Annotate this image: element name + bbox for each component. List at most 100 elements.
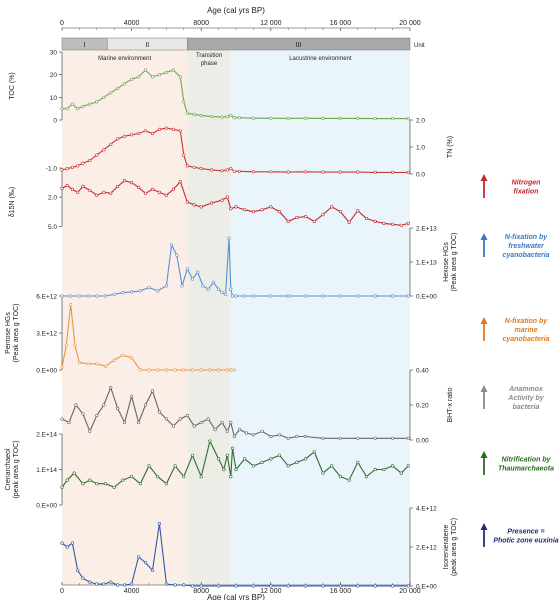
unit-label-2: II — [145, 42, 149, 49]
data-point-4-39 — [406, 294, 410, 298]
data-point-5-19 — [208, 368, 212, 372]
data-point-7-21 — [225, 453, 229, 457]
data-point-1-9 — [116, 86, 120, 90]
data-point-7-18 — [208, 439, 212, 443]
y-tick-label-1-3: 30 — [50, 50, 58, 57]
data-point-3-18 — [178, 180, 182, 184]
y-tick-label-5-1: 3.E+12 — [36, 331, 57, 338]
data-point-2-33 — [321, 170, 325, 174]
data-point-6-34 — [295, 434, 299, 439]
data-point-3-43 — [382, 221, 386, 225]
data-point-7-4 — [88, 478, 92, 482]
data-point-4-24 — [224, 292, 228, 296]
data-point-2-29 — [251, 170, 255, 174]
data-point-2-31 — [286, 170, 290, 174]
data-point-8-14 — [150, 568, 155, 573]
data-point-5-11 — [138, 368, 142, 372]
data-point-5-15 — [173, 368, 177, 372]
data-point-4-33 — [304, 294, 308, 298]
data-point-3-32 — [286, 219, 290, 223]
data-point-3-29 — [260, 208, 264, 212]
data-point-8-6 — [95, 582, 99, 586]
data-point-8-20 — [199, 584, 203, 588]
data-point-7-7 — [112, 485, 116, 489]
data-point-6-14 — [157, 410, 161, 414]
data-point-3-6 — [95, 193, 99, 197]
data-point-6-17 — [178, 417, 182, 421]
unit-label-1: I — [84, 42, 86, 49]
data-point-5-3 — [73, 343, 77, 347]
data-point-4-32 — [286, 294, 290, 298]
data-point-2-24 — [220, 169, 224, 173]
data-point-3-8 — [109, 191, 113, 195]
data-point-3-22 — [210, 201, 214, 205]
data-point-2-17 — [171, 127, 175, 131]
data-point-6-9 — [122, 420, 127, 425]
y-tick-label-7-0: 0.E+00 — [36, 503, 57, 510]
data-point-3-23 — [220, 198, 224, 202]
unit-bar-header: Unit — [414, 43, 425, 49]
x-tick-label-top-3: 12 000 — [260, 20, 282, 27]
data-point-3-33 — [295, 215, 299, 220]
data-point-6-12 — [143, 403, 148, 407]
data-point-1-15 — [157, 73, 161, 77]
data-point-5-10 — [130, 356, 134, 360]
y-axis-title-group-1: TOC (%) — [9, 72, 16, 99]
data-point-3-34 — [304, 215, 308, 219]
y-tick-label-8-1: 2.E+12 — [416, 545, 437, 552]
data-point-4-23 — [220, 291, 224, 295]
data-point-4-26 — [229, 287, 233, 291]
data-point-2-22 — [199, 167, 203, 171]
annotation-text-6: Presence = Photic zone euxinia — [493, 529, 558, 545]
data-point-4-15 — [180, 284, 184, 288]
data-point-1-8 — [109, 91, 113, 95]
data-point-4-2 — [77, 294, 81, 298]
data-point-3-26 — [234, 205, 238, 209]
data-point-6-20 — [199, 420, 203, 425]
data-point-5-13 — [156, 368, 160, 372]
data-point-4-11 — [156, 289, 160, 293]
y-tick-label-7-1: 1.E+14 — [36, 467, 57, 474]
data-point-8-18 — [182, 583, 186, 587]
data-point-3-4 — [81, 184, 85, 189]
data-point-1-17 — [171, 68, 175, 72]
data-point-7-16 — [190, 453, 195, 457]
y-tick-label-6-0: 0.00 — [416, 438, 429, 445]
data-point-8-31 — [391, 584, 395, 588]
data-point-3-21 — [199, 205, 203, 209]
data-point-1-19 — [182, 100, 186, 104]
data-point-6-18 — [185, 413, 189, 418]
data-point-1-33 — [321, 116, 325, 120]
data-point-7-22 — [229, 475, 233, 479]
x-tick-label-bottom-5: 20 000 — [399, 588, 421, 595]
data-point-1-37 — [391, 116, 395, 121]
data-point-7-17 — [199, 475, 203, 479]
data-point-5-22 — [229, 368, 233, 372]
y-tick-label-7-2: 2.E+14 — [36, 432, 57, 439]
data-point-7-13 — [164, 482, 168, 486]
data-point-8-19 — [190, 584, 195, 588]
y-tick-label-6-2: 0.40 — [416, 368, 429, 375]
data-point-7-12 — [156, 475, 160, 479]
data-point-8-25 — [286, 584, 290, 588]
data-point-7-30 — [286, 464, 290, 468]
data-point-7-1 — [65, 478, 69, 482]
y-tick-label-3-2: 5.0 — [48, 224, 57, 231]
series-line-4 — [62, 238, 409, 297]
data-point-1-5 — [88, 102, 92, 106]
data-point-1-4 — [81, 104, 85, 108]
data-point-1-30 — [269, 116, 273, 120]
data-point-3-36 — [321, 213, 325, 217]
data-point-1-2 — [70, 102, 74, 106]
data-point-6-13 — [150, 389, 155, 393]
data-point-8-16 — [164, 582, 168, 586]
data-point-2-35 — [356, 170, 360, 174]
data-point-4-34 — [321, 294, 325, 298]
data-point-5-8 — [112, 358, 116, 362]
data-point-1-1 — [65, 107, 69, 111]
y-tick-label-5-0: 0.E+00 — [36, 368, 57, 375]
data-point-8-11 — [130, 582, 134, 586]
data-point-4-9 — [138, 289, 142, 293]
data-point-4-7 — [121, 291, 125, 295]
data-point-4-29 — [243, 294, 247, 298]
